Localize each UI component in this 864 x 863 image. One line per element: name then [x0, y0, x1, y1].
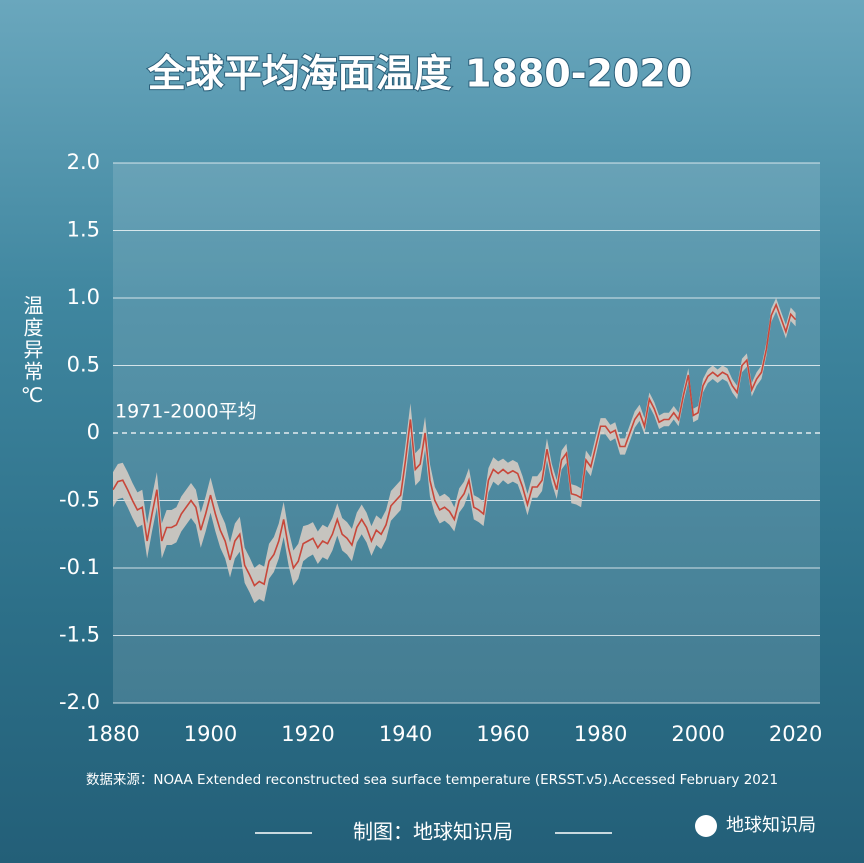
y-tick-label: -0.1 — [59, 555, 100, 579]
y-tick-label: 1.0 — [67, 285, 100, 309]
x-tick-label: 1940 — [379, 722, 432, 746]
x-tick-label: 2000 — [671, 722, 724, 746]
y-tick-label: -2.0 — [59, 690, 100, 714]
chart-title: 全球平均海面温度 1880-2020 — [147, 52, 693, 96]
y-tick-label: 0 — [87, 420, 100, 444]
logo-icon — [695, 815, 717, 837]
x-tick-label: 1980 — [574, 722, 627, 746]
x-tick-label: 1960 — [476, 722, 529, 746]
y-tick-label: 2.0 — [67, 150, 100, 174]
y-tick-label: 1.5 — [67, 218, 100, 242]
line — [112, 302, 797, 587]
x-tick-label: 1900 — [184, 722, 237, 746]
x-tick-label: 1920 — [281, 722, 334, 746]
x-tick-label: 1880 — [86, 722, 139, 746]
x-tick-label: 2020 — [769, 722, 822, 746]
y-tick-label: 0.5 — [67, 353, 100, 377]
source: 数据来源：NOAA Extended reconstructed sea sur… — [86, 772, 778, 788]
credit: 制图：地球知识局 — [353, 820, 513, 844]
y-axis-title: 温度异常℃ — [20, 295, 44, 409]
logo-text: 地球知识局 — [726, 815, 816, 836]
y-tick-label: -1.5 — [59, 623, 100, 647]
uncertainty-band — [113, 298, 796, 604]
annotation: 1971-2000平均 — [115, 401, 257, 423]
y-tick-label: -0.5 — [59, 488, 100, 512]
